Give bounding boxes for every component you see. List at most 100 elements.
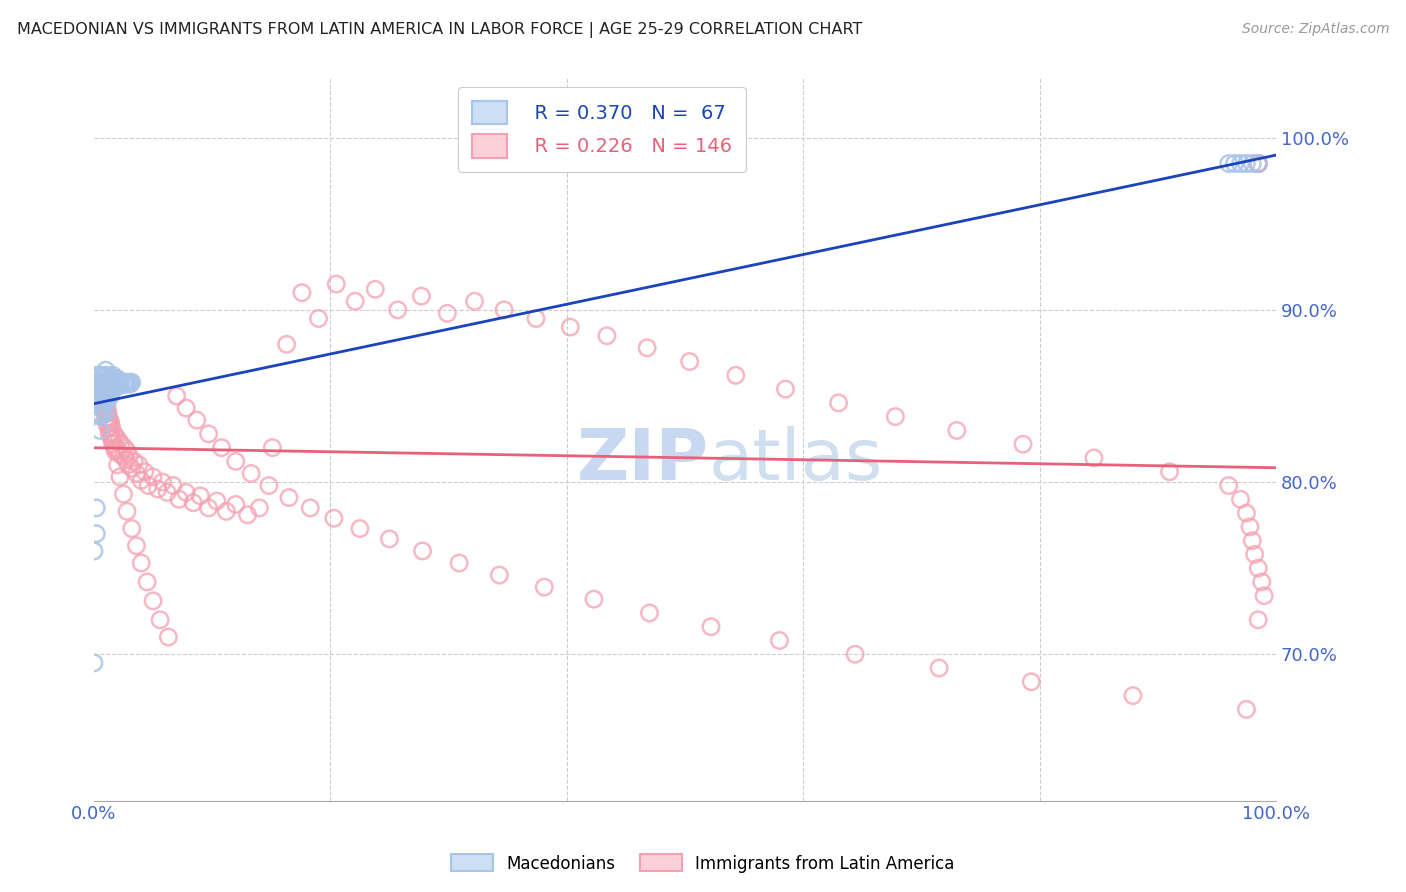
Point (1239, 520, 1261, 534)
Point (87, 398, 110, 412)
Point (101, 380, 124, 394)
Point (97, 409, 120, 424)
Point (94, 406, 117, 420)
Point (136, 574, 159, 589)
Point (97, 420, 120, 434)
Point (1241, 533, 1264, 548)
Point (596, 328, 619, 343)
Point (174, 401, 197, 415)
Point (211, 441, 233, 455)
Point (86, 380, 108, 394)
Point (93, 385, 115, 400)
Point (105, 430, 128, 444)
Point (93, 394, 115, 409)
Point (100, 375, 122, 389)
Point (96, 400, 118, 414)
Point (93, 389, 115, 403)
Point (1218, 478, 1240, 492)
Point (87, 385, 110, 400)
Point (411, 289, 433, 303)
Point (115, 375, 138, 389)
Point (87, 380, 110, 394)
Point (84, 500, 107, 515)
Point (91, 385, 114, 400)
Point (349, 522, 371, 536)
Point (107, 458, 129, 472)
Point (928, 661, 950, 675)
Point (1122, 689, 1144, 703)
Point (325, 277, 347, 291)
Point (89, 375, 111, 389)
Point (94, 375, 117, 389)
Point (1012, 437, 1035, 451)
Point (94, 385, 117, 400)
Point (110, 375, 132, 389)
Point (93, 372, 115, 386)
Point (1243, 548, 1265, 562)
Point (1247, 561, 1270, 575)
Point (188, 489, 211, 503)
Point (115, 504, 138, 518)
Point (186, 413, 208, 427)
Point (174, 485, 197, 500)
Point (91, 398, 114, 412)
Point (775, 382, 797, 396)
Point (98, 415, 121, 429)
Point (205, 494, 228, 508)
Point (118, 449, 141, 463)
Point (125, 467, 148, 481)
Point (464, 294, 486, 309)
Point (117, 458, 139, 472)
Point (142, 470, 165, 484)
Point (167, 492, 190, 507)
Point (100, 389, 122, 403)
Point (89, 385, 111, 400)
Text: Source: ZipAtlas.com: Source: ZipAtlas.com (1241, 22, 1389, 37)
Point (115, 376, 138, 391)
Point (278, 491, 301, 505)
Point (488, 568, 510, 582)
Point (1250, 574, 1272, 589)
Point (97, 380, 120, 394)
Point (215, 504, 238, 518)
Point (636, 341, 658, 355)
Point (93, 380, 115, 394)
Point (90, 409, 112, 424)
Point (100, 385, 122, 400)
Point (93, 392, 115, 407)
Point (83, 544, 105, 558)
Point (98, 385, 121, 400)
Point (91, 368, 114, 383)
Point (291, 285, 314, 300)
Point (225, 454, 247, 468)
Point (122, 454, 145, 468)
Point (1247, 156, 1270, 170)
Point (100, 415, 122, 429)
Point (844, 647, 866, 661)
Point (700, 620, 723, 634)
Point (112, 376, 135, 391)
Point (101, 368, 124, 383)
Point (107, 375, 129, 389)
Point (94, 363, 117, 377)
Point (125, 539, 148, 553)
Point (90, 380, 112, 394)
Point (97, 392, 120, 407)
Point (679, 354, 702, 368)
Point (146, 482, 169, 496)
Point (96, 389, 118, 403)
Point (100, 420, 122, 434)
Point (112, 449, 135, 463)
Point (121, 375, 143, 389)
Point (112, 487, 135, 501)
Point (87, 368, 110, 383)
Point (436, 306, 458, 320)
Point (98, 372, 121, 386)
Point (1247, 613, 1270, 627)
Point (93, 401, 115, 415)
Point (90, 392, 112, 407)
Point (96, 404, 118, 418)
Point (100, 372, 122, 386)
Point (96, 375, 118, 389)
Point (103, 375, 125, 389)
